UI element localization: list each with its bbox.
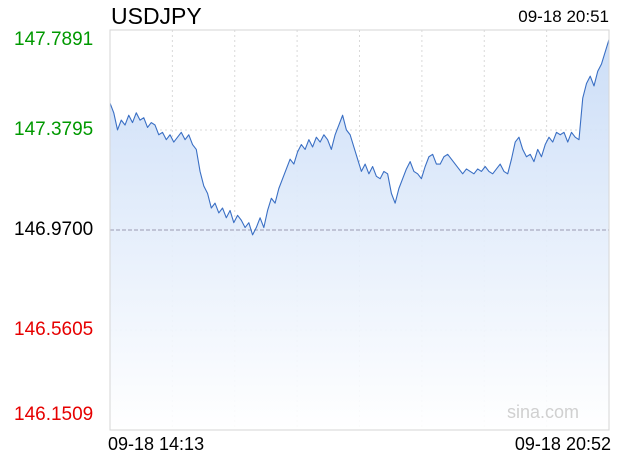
chart-title: USDJPY [111,3,202,29]
x-tick-label: 09-18 14:13 [108,434,205,454]
y-tick-label: 146.9700 [14,219,94,240]
y-tick-label: 146.1509 [14,404,94,425]
last-update-timestamp: 09-18 20:51 [518,7,609,26]
y-tick-label: 147.7891 [14,29,94,50]
plot-frame [109,29,610,431]
y-tick-label: 146.5605 [14,318,94,340]
watermark: sina.com [507,402,580,422]
price-series-line [109,39,610,236]
y-tick-label: 147.3795 [14,119,94,140]
price-area-fill [110,39,609,431]
x-tick-label: 09-18 20:52 [514,434,611,454]
